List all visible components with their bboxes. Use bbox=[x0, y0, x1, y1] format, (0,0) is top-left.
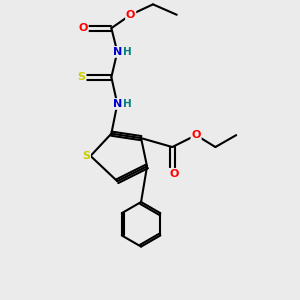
Text: H: H bbox=[123, 47, 132, 57]
Text: O: O bbox=[78, 23, 88, 33]
Text: O: O bbox=[126, 10, 135, 20]
Text: S: S bbox=[78, 72, 86, 82]
Text: N: N bbox=[113, 99, 122, 109]
Text: O: O bbox=[191, 130, 201, 140]
Text: H: H bbox=[123, 99, 132, 109]
Text: S: S bbox=[82, 151, 90, 161]
Text: O: O bbox=[169, 169, 178, 179]
Text: N: N bbox=[113, 47, 122, 57]
